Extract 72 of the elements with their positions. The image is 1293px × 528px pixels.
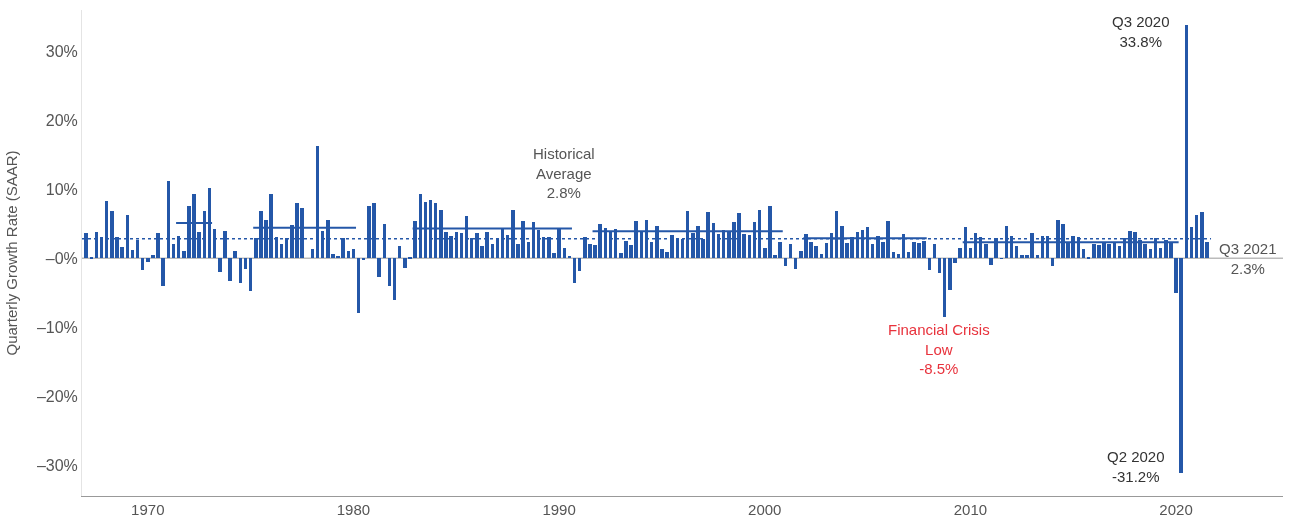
x-tick-label: 2010 [953, 501, 988, 518]
bar [347, 251, 350, 258]
bar [100, 237, 103, 258]
bar [491, 244, 494, 258]
annotation: Q2 2020 -31.2% [1107, 448, 1165, 485]
bar [784, 258, 787, 266]
y-tick-label: 30% [45, 42, 78, 60]
annotation: Q3 2020 33.8% [1112, 13, 1170, 50]
bar [825, 243, 828, 258]
bar [249, 258, 252, 291]
bar [1015, 246, 1018, 258]
bar [239, 258, 242, 283]
bar [969, 248, 972, 258]
bar [794, 258, 797, 269]
bar [871, 244, 874, 258]
x-tick-label: 1980 [336, 501, 371, 518]
bar [933, 244, 936, 258]
bar [527, 242, 530, 258]
bar [650, 242, 653, 258]
y-tick-label: –30% [36, 456, 78, 474]
y-tick-label: 20% [45, 111, 78, 129]
bar [907, 252, 910, 258]
bar [958, 248, 962, 258]
y-tick-label: 10% [45, 180, 78, 198]
bar [748, 235, 751, 258]
bar [563, 248, 566, 258]
bar [218, 258, 222, 272]
bar [388, 258, 391, 286]
bar [820, 254, 823, 258]
bar [228, 258, 232, 281]
bar [892, 252, 895, 258]
bar [573, 258, 576, 283]
bar [938, 258, 941, 273]
bar [989, 258, 993, 265]
bar [578, 258, 581, 271]
bar [141, 258, 144, 270]
bar [393, 258, 396, 300]
bar [377, 258, 381, 277]
y-tick-label: –0% [45, 249, 78, 267]
bar [352, 249, 355, 258]
y-tick-label: –20% [36, 387, 78, 405]
bar [311, 249, 314, 258]
bar [398, 246, 401, 258]
bar [1051, 258, 1054, 266]
bar [172, 244, 175, 258]
annotation: Q3 2021 2.3% [1219, 240, 1277, 277]
bar [1118, 246, 1121, 258]
bar [1159, 248, 1162, 258]
x-tick-label: 1990 [542, 501, 576, 518]
bar [943, 258, 946, 317]
bar [1149, 249, 1152, 258]
bar [1036, 255, 1039, 258]
annotation: Historical Average 2.8% [533, 145, 595, 201]
bar [146, 258, 150, 262]
bar [131, 250, 134, 258]
bar [357, 258, 360, 313]
bar [1082, 249, 1085, 258]
bar [233, 251, 237, 258]
bar [460, 233, 463, 258]
bar [789, 244, 792, 258]
bar [496, 238, 499, 258]
x-tick-label: 1970 [131, 501, 165, 518]
y-tick-label: –10% [36, 318, 78, 336]
x-tick-label: 2000 [748, 501, 782, 518]
y-axis-title: Quarterly Growth Rate (SAAR) [3, 150, 21, 356]
bar [161, 258, 165, 286]
bar [897, 254, 900, 258]
bar [280, 244, 283, 258]
bar [244, 258, 247, 269]
annotation: Financial Crisis Low -8.5% [888, 321, 990, 377]
bar [928, 258, 931, 270]
x-tick-label: 2020 [1159, 501, 1193, 518]
